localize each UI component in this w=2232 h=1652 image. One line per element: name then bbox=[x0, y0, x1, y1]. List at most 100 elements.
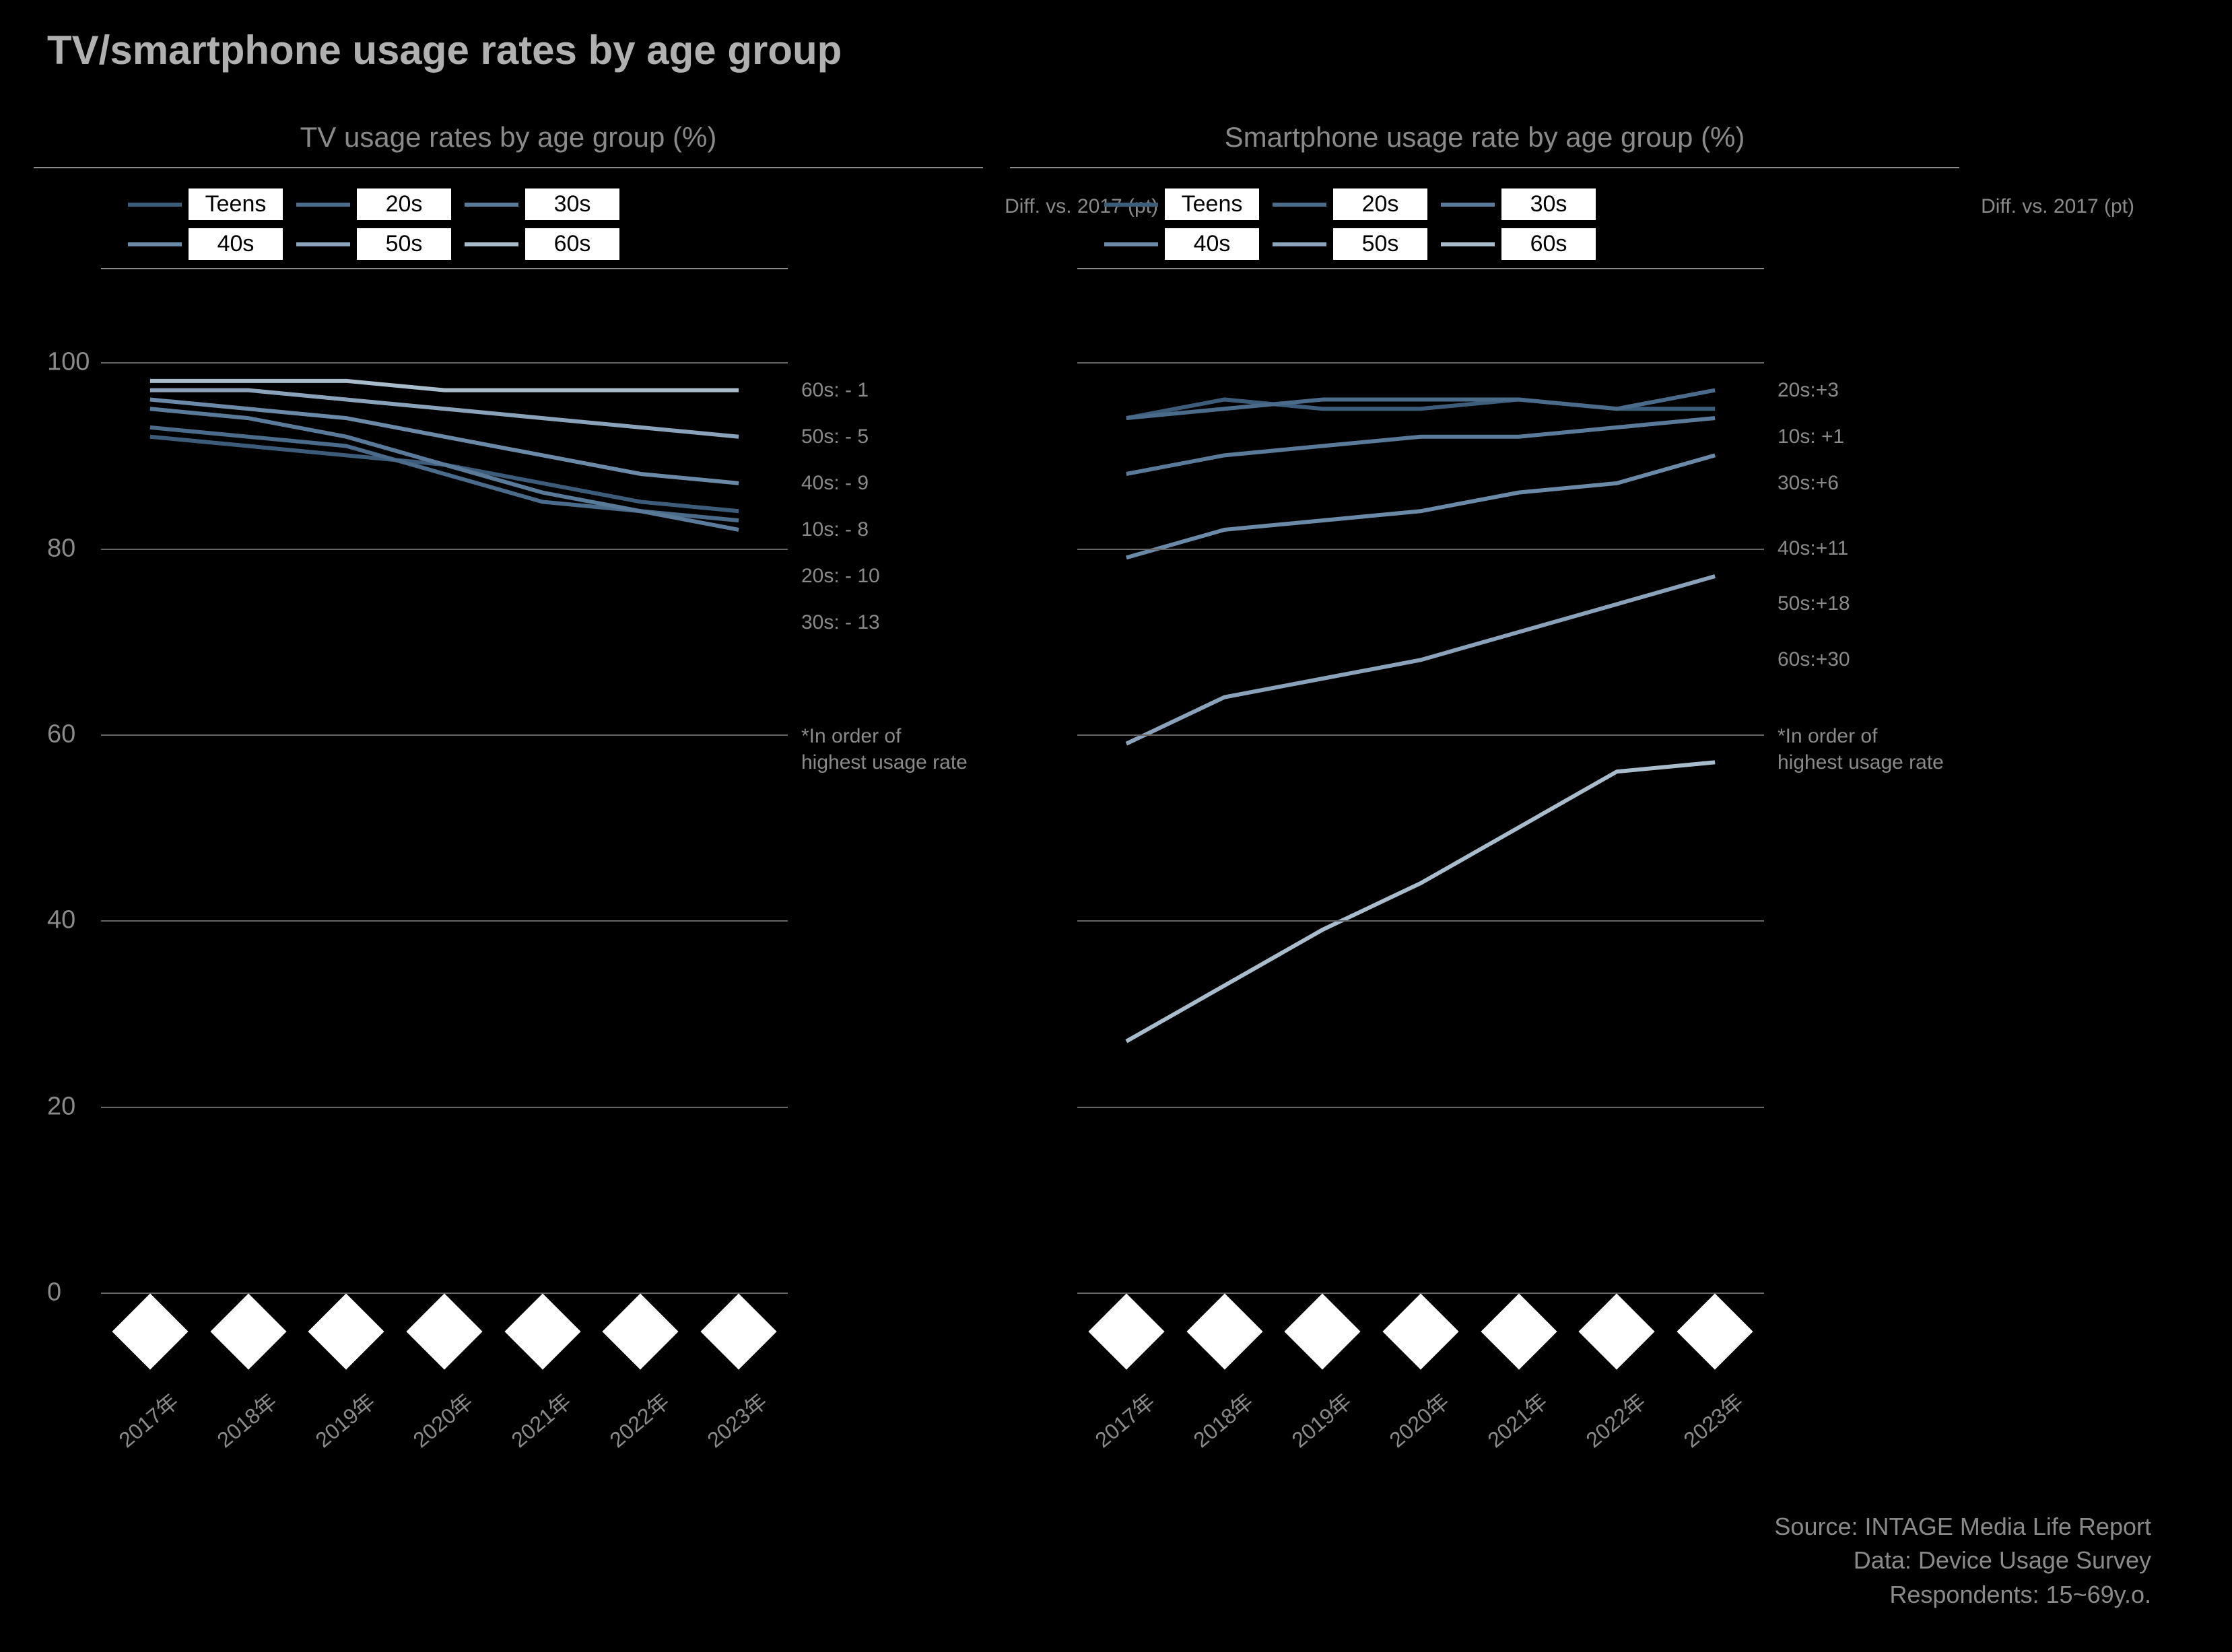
x-tick: 2019年 bbox=[298, 1305, 395, 1410]
y-tick-label: 0 bbox=[47, 1278, 61, 1307]
order-footnote: *In order of highest usage rate bbox=[1778, 723, 1944, 776]
legend-item-s60: 60s bbox=[1441, 228, 1596, 260]
legend-item-s40: 40s bbox=[1104, 228, 1259, 260]
legend-row: Teens20s30s bbox=[128, 188, 983, 220]
legend-swatch bbox=[1273, 203, 1326, 207]
diff-annotation: 50s:+18 bbox=[1778, 592, 1850, 615]
diamond-icon bbox=[1382, 1293, 1458, 1369]
diamond-icon bbox=[406, 1293, 482, 1369]
legend-swatch bbox=[128, 242, 182, 246]
legend-row: 40s 50s 60s bbox=[128, 228, 983, 260]
legend-label: 50s bbox=[1333, 228, 1427, 260]
diamond-icon bbox=[210, 1293, 286, 1369]
legend-label: Teens bbox=[1165, 188, 1259, 220]
phone-plot bbox=[1077, 268, 1764, 1291]
series-line-s40 bbox=[1126, 455, 1715, 557]
legend-item-teens: Teens bbox=[1104, 188, 1259, 220]
series-line-s50 bbox=[150, 390, 739, 437]
legend-label: 20s bbox=[1333, 188, 1427, 220]
x-tick: 2019年 bbox=[1274, 1305, 1372, 1410]
diamond-icon bbox=[700, 1293, 776, 1369]
diamond-icon bbox=[1579, 1293, 1655, 1369]
diamond-icon bbox=[1088, 1293, 1164, 1369]
tv-subtitle: TV usage rates by age group (%) bbox=[34, 121, 983, 168]
series-line-s40 bbox=[150, 399, 739, 483]
diamond-icon bbox=[504, 1293, 580, 1369]
tv-plot: 020406080100 bbox=[101, 268, 788, 1291]
x-tick-label: 2022年 bbox=[1578, 1385, 1652, 1454]
y-tick-label: 80 bbox=[47, 534, 75, 563]
x-tick-label: 2018年 bbox=[209, 1385, 283, 1454]
gridline bbox=[101, 549, 788, 550]
diff-annotation: 20s:+3 bbox=[1778, 379, 1839, 402]
x-tick: 2022年 bbox=[592, 1305, 689, 1410]
x-tick: 2021年 bbox=[494, 1305, 591, 1410]
legend-item-s20: 20s bbox=[296, 188, 451, 220]
legend-label: 60s bbox=[525, 228, 619, 260]
diamond-icon bbox=[112, 1293, 188, 1369]
diff-annotation: 60s:+30 bbox=[1778, 648, 1850, 671]
x-tick-label: 2019年 bbox=[1284, 1385, 1357, 1454]
legend: Teens20s30s40s50s60s bbox=[34, 188, 983, 260]
legend-label: 40s bbox=[1165, 228, 1259, 260]
x-tick-label: 2017年 bbox=[1087, 1385, 1161, 1454]
legend-swatch bbox=[1441, 203, 1495, 207]
phone-subtitle: Smartphone usage rate by age group (%) bbox=[1010, 121, 1959, 168]
diamond-icon bbox=[1677, 1293, 1753, 1369]
legend-swatch bbox=[1441, 242, 1495, 246]
gridline bbox=[1077, 549, 1764, 550]
diff-annotation: 40s: - 9 bbox=[801, 472, 869, 495]
y-tick-label: 60 bbox=[47, 720, 75, 749]
legend-item-s60: 60s bbox=[465, 228, 619, 260]
diff-annotation: 20s: - 10 bbox=[801, 565, 880, 588]
phone-x-axis: 2017年2018年2019年2020年2021年2022年2023年 bbox=[1077, 1305, 1764, 1410]
source-line-1: Source: INTAGE Media Life Report bbox=[1774, 1510, 2151, 1544]
legend-row: 40s 50s 60s bbox=[1104, 228, 1959, 260]
diff-annotation: 10s: - 8 bbox=[801, 518, 869, 541]
legend-item-s50: 50s bbox=[296, 228, 451, 260]
series-line-s60 bbox=[1126, 762, 1715, 1041]
gridline bbox=[101, 362, 788, 364]
x-tick: 2017年 bbox=[1077, 1305, 1175, 1410]
legend-item-s40: 40s bbox=[128, 228, 283, 260]
diamond-icon bbox=[1285, 1293, 1361, 1369]
gridline bbox=[101, 920, 788, 922]
x-tick: 2023年 bbox=[690, 1305, 788, 1410]
legend-item-teens: Teens bbox=[128, 188, 283, 220]
x-tick-label: 2019年 bbox=[308, 1385, 381, 1454]
legend-swatch bbox=[1104, 203, 1158, 207]
gridline bbox=[1077, 362, 1764, 364]
legend-label: 30s bbox=[1501, 188, 1596, 220]
legend-swatch bbox=[1273, 242, 1326, 246]
gridline bbox=[101, 734, 788, 736]
legend-swatch bbox=[1104, 242, 1158, 246]
legend-swatch bbox=[465, 203, 518, 207]
legend-label: 20s bbox=[357, 188, 451, 220]
legend-item-s50: 50s bbox=[1273, 228, 1427, 260]
legend-item-s20: 20s bbox=[1273, 188, 1427, 220]
x-tick: 2021年 bbox=[1470, 1305, 1567, 1410]
source-line-2: Data: Device Usage Survey bbox=[1774, 1544, 2151, 1577]
diff-annotation: 30s:+6 bbox=[1778, 472, 1839, 495]
diff-header-phone: Diff. vs. 2017 (pt) bbox=[1981, 195, 2134, 218]
legend-swatch bbox=[296, 242, 350, 246]
x-tick-label: 2023年 bbox=[1677, 1385, 1750, 1454]
x-tick-label: 2022年 bbox=[602, 1385, 675, 1454]
y-tick-label: 100 bbox=[47, 348, 90, 377]
legend-swatch bbox=[296, 203, 350, 207]
diff-annotation: 10s: +1 bbox=[1778, 425, 1844, 448]
legend-label: Teens bbox=[189, 188, 283, 220]
source-line-3: Respondents: 15~69y.o. bbox=[1774, 1578, 2151, 1612]
x-tick: 2018年 bbox=[1176, 1305, 1273, 1410]
phone-chart: Smartphone usage rate by age group (%) T… bbox=[1010, 121, 1959, 1291]
order-footnote: *In order of highest usage rate bbox=[801, 723, 968, 776]
diff-annotation: 60s: - 1 bbox=[801, 379, 869, 402]
tv-chart: TV usage rates by age group (%) Teens 20s… bbox=[34, 121, 983, 1291]
diamond-icon bbox=[308, 1293, 384, 1369]
diamond-icon bbox=[1186, 1293, 1262, 1369]
diamond-icon bbox=[603, 1293, 679, 1369]
x-tick: 2018年 bbox=[199, 1305, 297, 1410]
diamond-icon bbox=[1481, 1293, 1557, 1369]
series-line-s50 bbox=[1126, 576, 1715, 744]
diff-annotation: 50s: - 5 bbox=[801, 425, 869, 448]
